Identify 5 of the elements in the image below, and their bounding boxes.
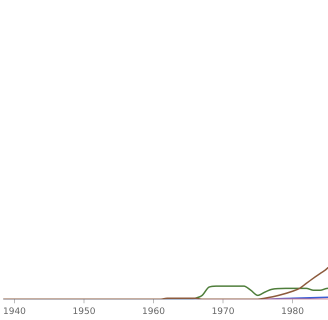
x-tick-label: 1950 bbox=[72, 306, 96, 317]
x-tick-label: 1960 bbox=[142, 306, 166, 317]
x-tick-label: 1980 bbox=[281, 306, 304, 317]
x-tick-label: 1970 bbox=[212, 306, 235, 317]
x-tick-label: 1940 bbox=[3, 306, 26, 317]
